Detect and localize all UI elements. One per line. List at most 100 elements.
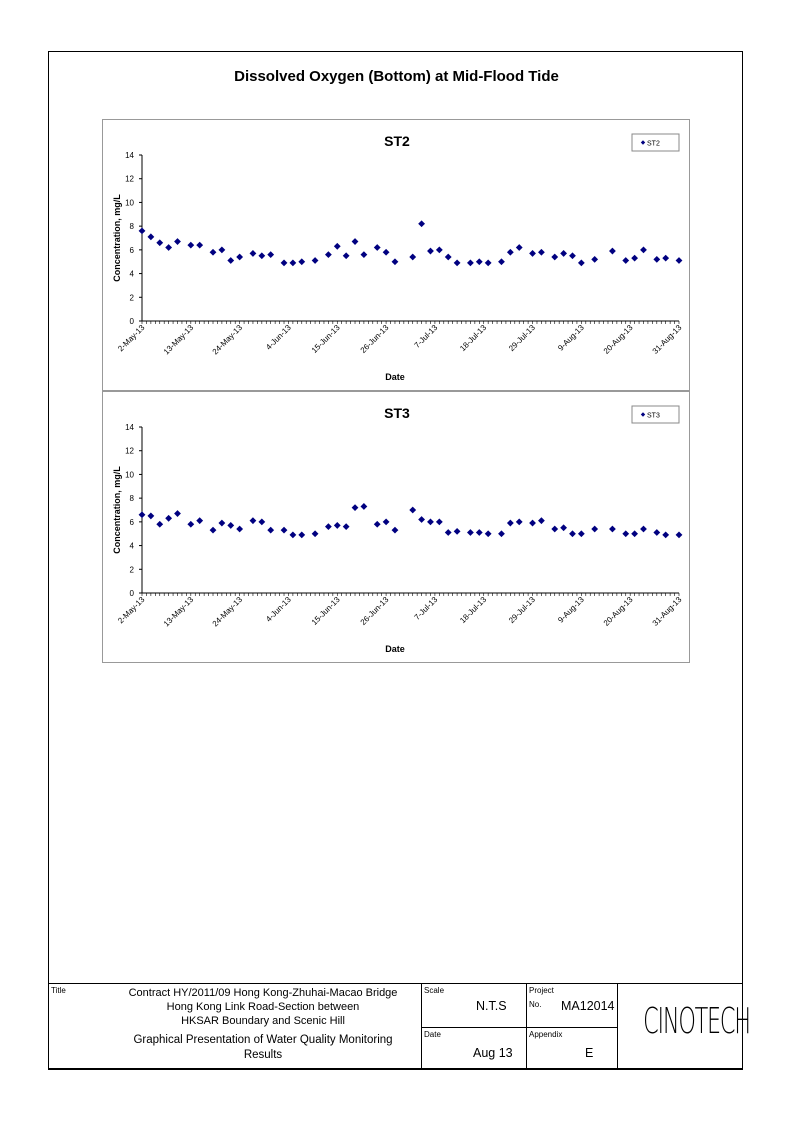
contract-title-line: Hong Kong Link Road-Section between: [166, 1001, 360, 1013]
page-frame: [48, 51, 743, 1069]
x-tick-label: 31-Aug-13: [651, 595, 684, 628]
data-point: [209, 526, 217, 534]
x-tick-label: 31-Aug-13: [651, 323, 684, 356]
data-point: [196, 517, 204, 525]
y-tick-label: 0: [130, 317, 135, 326]
data-point: [391, 258, 399, 266]
divider: [421, 1027, 617, 1028]
legend-label: ST2: [647, 141, 660, 148]
data-point: [484, 259, 492, 267]
data-point: [298, 531, 306, 539]
data-point: [435, 246, 443, 254]
data-point: [311, 530, 319, 538]
data-point: [218, 519, 226, 527]
x-axis-label: Date: [385, 644, 405, 654]
data-point: [333, 522, 341, 529]
legend-box: [631, 405, 680, 424]
divider: [421, 984, 422, 1069]
data-point: [342, 523, 350, 530]
data-point: [267, 251, 275, 258]
data-point: [640, 246, 647, 254]
data-point: [311, 257, 319, 264]
chart-st3-svg: ST3 0 2 4 6 8 10 12 14 2-May-13 13-May-13 24-May-13…: [112, 405, 684, 654]
x-tick-label: 7-Jul-13: [413, 323, 440, 350]
data-point: [569, 252, 576, 260]
data-point: [409, 506, 417, 514]
y-tick-label: 12: [125, 175, 134, 184]
chart-title: ST3: [384, 405, 410, 421]
data-point: [187, 241, 195, 249]
data-point: [174, 238, 181, 245]
data-point: [333, 242, 341, 250]
data-point: [360, 503, 368, 510]
x-tick-label: 20-Aug-13: [602, 595, 635, 628]
data-point: [156, 239, 164, 247]
data-point: [467, 259, 474, 267]
x-axis-label: Date: [385, 372, 405, 382]
scale-label: Scale: [424, 986, 445, 995]
data-point: [662, 254, 670, 262]
data-point: [609, 525, 616, 533]
data-point: [258, 518, 266, 526]
chart-st2-svg: ST2 0 2 4 6 8 10 12 14 2-May-13 13-May-13 24-May-13…: [112, 133, 684, 382]
data-point: [209, 248, 217, 256]
x-tick-label: 2-May-13: [116, 595, 147, 626]
drawing-title-line: Graphical Presentation of Water Quality …: [133, 1034, 393, 1046]
drawing-title: Graphical Presentation of Water Quality …: [104, 1033, 422, 1063]
y-tick-label: 4: [130, 270, 135, 279]
data-point: [324, 523, 332, 530]
title-block: Title Contract HY/2011/09 Hong Kong-Zhuh…: [48, 983, 751, 1070]
data-point: [289, 531, 297, 539]
x-tick-label: 15-Jun-13: [310, 595, 342, 627]
data-point: [138, 511, 146, 519]
contract-title-line: Contract HY/2011/09 Hong Kong-Zhuhai-Mac…: [128, 987, 398, 999]
y-tick-label: 10: [125, 470, 134, 479]
legend-marker: [640, 140, 646, 145]
date-label: Date: [424, 1030, 441, 1039]
x-tick-label: 4-Jun-13: [264, 323, 293, 352]
y-tick-label: 10: [125, 198, 134, 207]
y-tick-label: 8: [130, 222, 135, 231]
data-point: [591, 255, 599, 263]
data-point: [373, 520, 381, 528]
data-point: [280, 526, 288, 534]
data-point: [373, 244, 381, 251]
data-point: [351, 238, 359, 245]
y-tick-label: 6: [130, 246, 135, 255]
y-tick-label: 0: [130, 589, 135, 598]
divider: [526, 984, 527, 1069]
data-point: [631, 254, 639, 262]
x-tick-label: 24-May-13: [211, 595, 245, 629]
data-point: [187, 520, 195, 528]
data-point: [427, 518, 434, 526]
y-tick-label: 2: [130, 565, 135, 574]
data-point: [227, 522, 235, 529]
x-tick-label: 13-May-13: [162, 323, 196, 357]
y-tick-label: 14: [125, 423, 134, 432]
data-point: [249, 517, 257, 525]
data-point: [529, 250, 536, 257]
data-point: [498, 258, 505, 266]
data-point: [236, 253, 244, 261]
x-tick-label: 13-May-13: [162, 595, 196, 629]
data-point: [289, 259, 297, 267]
data-point: [622, 257, 630, 264]
y-tick-label: 14: [125, 151, 134, 160]
data-point: [640, 525, 647, 533]
data-point: [475, 258, 483, 266]
data-point: [662, 531, 670, 539]
data-point: [280, 259, 288, 267]
data-point: [515, 518, 523, 526]
data-point: [444, 529, 452, 536]
x-tick-label: 29-Jul-13: [507, 323, 537, 353]
chart-st3: ST3 0 2 4 6 8 10 12 14 2-May-13 13-May-13 24-May-13…: [102, 391, 690, 663]
cinotech-logo: CINOTECH: [643, 1001, 751, 1042]
contract-title: Contract HY/2011/09 Hong Kong-Zhuhai-Mac…: [104, 986, 422, 1028]
data-point: [218, 246, 226, 254]
data-point: [591, 525, 599, 533]
data-point: [551, 253, 559, 261]
project-label: Project: [529, 986, 554, 995]
data-point: [138, 227, 146, 235]
x-tick-label: 15-Jun-13: [310, 323, 342, 355]
data-point: [444, 253, 452, 261]
